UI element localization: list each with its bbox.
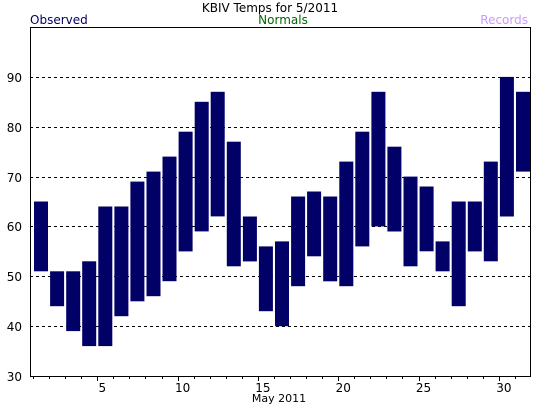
temp-bar <box>194 101 209 232</box>
temp-bar <box>210 91 225 217</box>
temp-bar <box>339 161 354 287</box>
temp-bar <box>419 186 434 252</box>
bar-series-observed <box>34 76 530 347</box>
temp-bar <box>371 91 386 227</box>
y-tick-label: 40 <box>7 320 22 334</box>
x-tick-label: 25 <box>416 381 431 395</box>
temp-bar <box>66 271 81 332</box>
y-tick-label: 50 <box>7 270 22 284</box>
y-tick-label: 80 <box>7 121 22 135</box>
chart-title: KBIV Temps for 5/2011 <box>202 1 338 15</box>
temp-bar <box>178 131 193 252</box>
grid-lines <box>30 77 530 327</box>
x-tick-label: 20 <box>336 381 351 395</box>
y-tick-label: 60 <box>7 220 22 234</box>
legend-records: Records <box>480 13 528 27</box>
temp-bar <box>403 176 418 267</box>
temp-bar <box>114 206 129 317</box>
y-tick-label: 90 <box>7 71 22 85</box>
y-tick-label: 70 <box>7 171 22 185</box>
temp-bar <box>162 156 177 282</box>
temp-bar <box>275 241 289 327</box>
temp-bar <box>291 196 306 287</box>
x-axis: 5 10 15 20 25 30 <box>33 376 516 395</box>
temp-bar <box>467 201 482 252</box>
temp-bar <box>242 216 257 262</box>
temp-bar <box>258 246 273 312</box>
temp-bar <box>451 201 466 307</box>
temp-bar <box>98 206 113 347</box>
y-tick-label: 30 <box>7 370 22 384</box>
temp-bar <box>146 171 161 297</box>
temp-bar <box>435 241 450 272</box>
temp-bar <box>355 131 370 247</box>
temp-bar <box>82 261 97 347</box>
x-tick-label: 30 <box>496 381 511 395</box>
legend-observed: Observed <box>30 13 88 27</box>
temp-bar <box>50 271 65 307</box>
x-tick-label: 10 <box>175 381 190 395</box>
y-axis: 30 40 50 60 70 80 90 <box>7 71 22 384</box>
temp-bar <box>130 181 145 302</box>
temp-bar <box>516 91 530 172</box>
temp-bar <box>307 191 322 257</box>
x-tick-label: 15 <box>255 381 270 395</box>
temp-bar <box>387 146 402 232</box>
x-tick-label: 5 <box>98 381 106 395</box>
temp-bar <box>483 161 498 262</box>
temp-bar <box>34 201 48 272</box>
temp-bar <box>499 76 514 217</box>
x-axis-label: May 2011 <box>252 392 306 405</box>
legend-normals: Normals <box>258 13 308 27</box>
temp-bar <box>323 196 338 282</box>
temp-bar <box>226 141 241 267</box>
